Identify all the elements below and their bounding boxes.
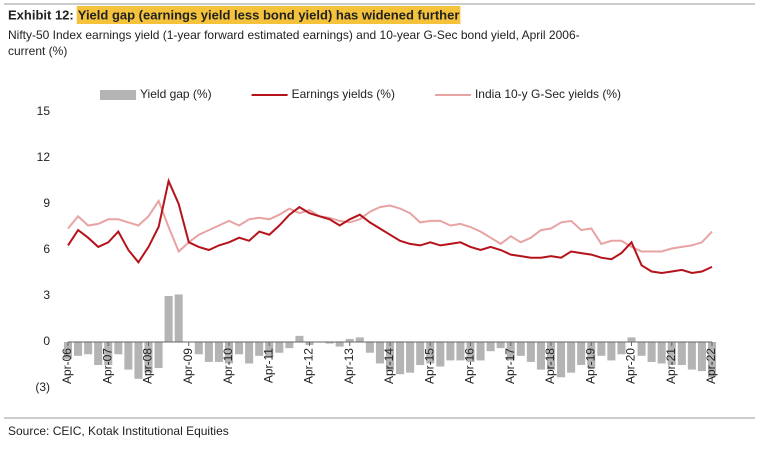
- x-tick-label: Apr-16: [463, 348, 477, 384]
- bar: [134, 342, 143, 379]
- line: [67, 177, 713, 275]
- bar: [275, 342, 284, 353]
- bar: [536, 342, 545, 370]
- chart-title: Yield gap (earnings yield less bond yiel…: [78, 7, 460, 22]
- x-tick-label: Apr-21: [664, 348, 678, 384]
- bar: [446, 342, 455, 361]
- subtitle: Nifty-50 Index earnings yield (1-year fo…: [8, 28, 580, 42]
- bar: [506, 342, 515, 361]
- bar: [406, 342, 415, 373]
- y-tick-label: 0: [43, 334, 50, 348]
- bar: [345, 338, 354, 342]
- x-tick-label: Apr-22: [704, 348, 718, 384]
- x-tick-label: Apr-15: [422, 348, 436, 384]
- title-highlight: [76, 6, 461, 24]
- x-tick-label: Apr-19: [583, 348, 597, 384]
- bar: [557, 342, 566, 378]
- bar: [154, 342, 163, 369]
- x-tick-label: Apr-08: [141, 348, 155, 384]
- bar: [436, 342, 445, 367]
- bar: [476, 342, 485, 361]
- bar: [174, 294, 183, 342]
- bar: [426, 342, 435, 364]
- bar: [285, 342, 294, 349]
- bar: [627, 337, 636, 342]
- bar: [74, 342, 83, 356]
- bar: [637, 342, 646, 356]
- source: Source: CEIC, Kotak Institutional Equiti…: [8, 424, 229, 438]
- bar: [707, 342, 717, 378]
- bar: [546, 342, 556, 370]
- y-tick-label: 12: [37, 150, 51, 164]
- bar: [365, 342, 374, 353]
- bar: [516, 342, 525, 356]
- x-tick-label: Apr-20: [624, 348, 638, 384]
- x-tick-label: Apr-13: [342, 348, 356, 384]
- bar: [295, 335, 304, 342]
- bar: [204, 342, 213, 362]
- x-tick-label: Apr-09: [181, 348, 195, 384]
- bar: [144, 342, 153, 373]
- bar: [355, 337, 364, 342]
- bar: [667, 342, 676, 365]
- y-tick-label: 15: [37, 104, 51, 118]
- x-tick-label: Apr-10: [221, 348, 235, 384]
- bar: [396, 342, 405, 375]
- y-tick-label: 3: [43, 288, 50, 302]
- x-tick-label: Apr-18: [543, 348, 557, 384]
- legend-label: Earnings yields (%): [292, 87, 395, 101]
- y-tick-label: (3): [35, 380, 50, 394]
- x-tick-label: Apr-14: [382, 348, 396, 384]
- legend-label: Yield gap (%): [140, 87, 212, 101]
- bar: [265, 342, 274, 358]
- bar: [235, 342, 244, 355]
- bar: [385, 342, 395, 372]
- bar: [214, 342, 223, 362]
- bar: [466, 342, 475, 362]
- bar: [84, 342, 93, 355]
- bar: [697, 342, 706, 372]
- subtitle: current (%): [8, 44, 67, 58]
- x-tick-label: Apr-11: [261, 348, 275, 383]
- bar: [164, 296, 173, 342]
- bar: [124, 342, 133, 370]
- bar: [687, 342, 696, 370]
- bar: [526, 342, 535, 362]
- bar: [677, 342, 686, 365]
- x-tick-label: Apr-06: [60, 348, 74, 384]
- bar: [416, 342, 425, 365]
- bar: [567, 342, 576, 373]
- bar: [486, 342, 495, 352]
- bar: [325, 342, 334, 344]
- line: [67, 198, 713, 254]
- bar: [647, 342, 656, 362]
- bar: [335, 342, 344, 347]
- x-tick-label: Apr-12: [302, 348, 316, 384]
- bar: [194, 342, 203, 355]
- bar: [607, 342, 616, 361]
- bar: [587, 342, 596, 369]
- bar: [617, 342, 626, 355]
- bar: [63, 342, 73, 359]
- bar: [104, 342, 113, 365]
- legend-label: India 10-y G-Sec yields (%): [475, 87, 621, 101]
- bar: [577, 342, 586, 365]
- y-tick-label: 9: [43, 196, 50, 210]
- bar: [255, 342, 264, 356]
- bar: [657, 342, 666, 364]
- bar: [597, 342, 606, 356]
- exhibit-label: Exhibit 12:: [8, 7, 74, 22]
- x-tick-label: Apr-17: [503, 348, 517, 384]
- bar: [224, 342, 234, 364]
- bar: [114, 342, 123, 355]
- bar: [94, 342, 103, 365]
- bar: [245, 342, 254, 364]
- bar: [375, 342, 384, 364]
- bar: [496, 342, 505, 349]
- bar: [456, 342, 465, 361]
- x-tick-label: Apr-07: [100, 348, 114, 384]
- legend-swatch: [100, 90, 136, 100]
- y-tick-label: 6: [43, 242, 50, 256]
